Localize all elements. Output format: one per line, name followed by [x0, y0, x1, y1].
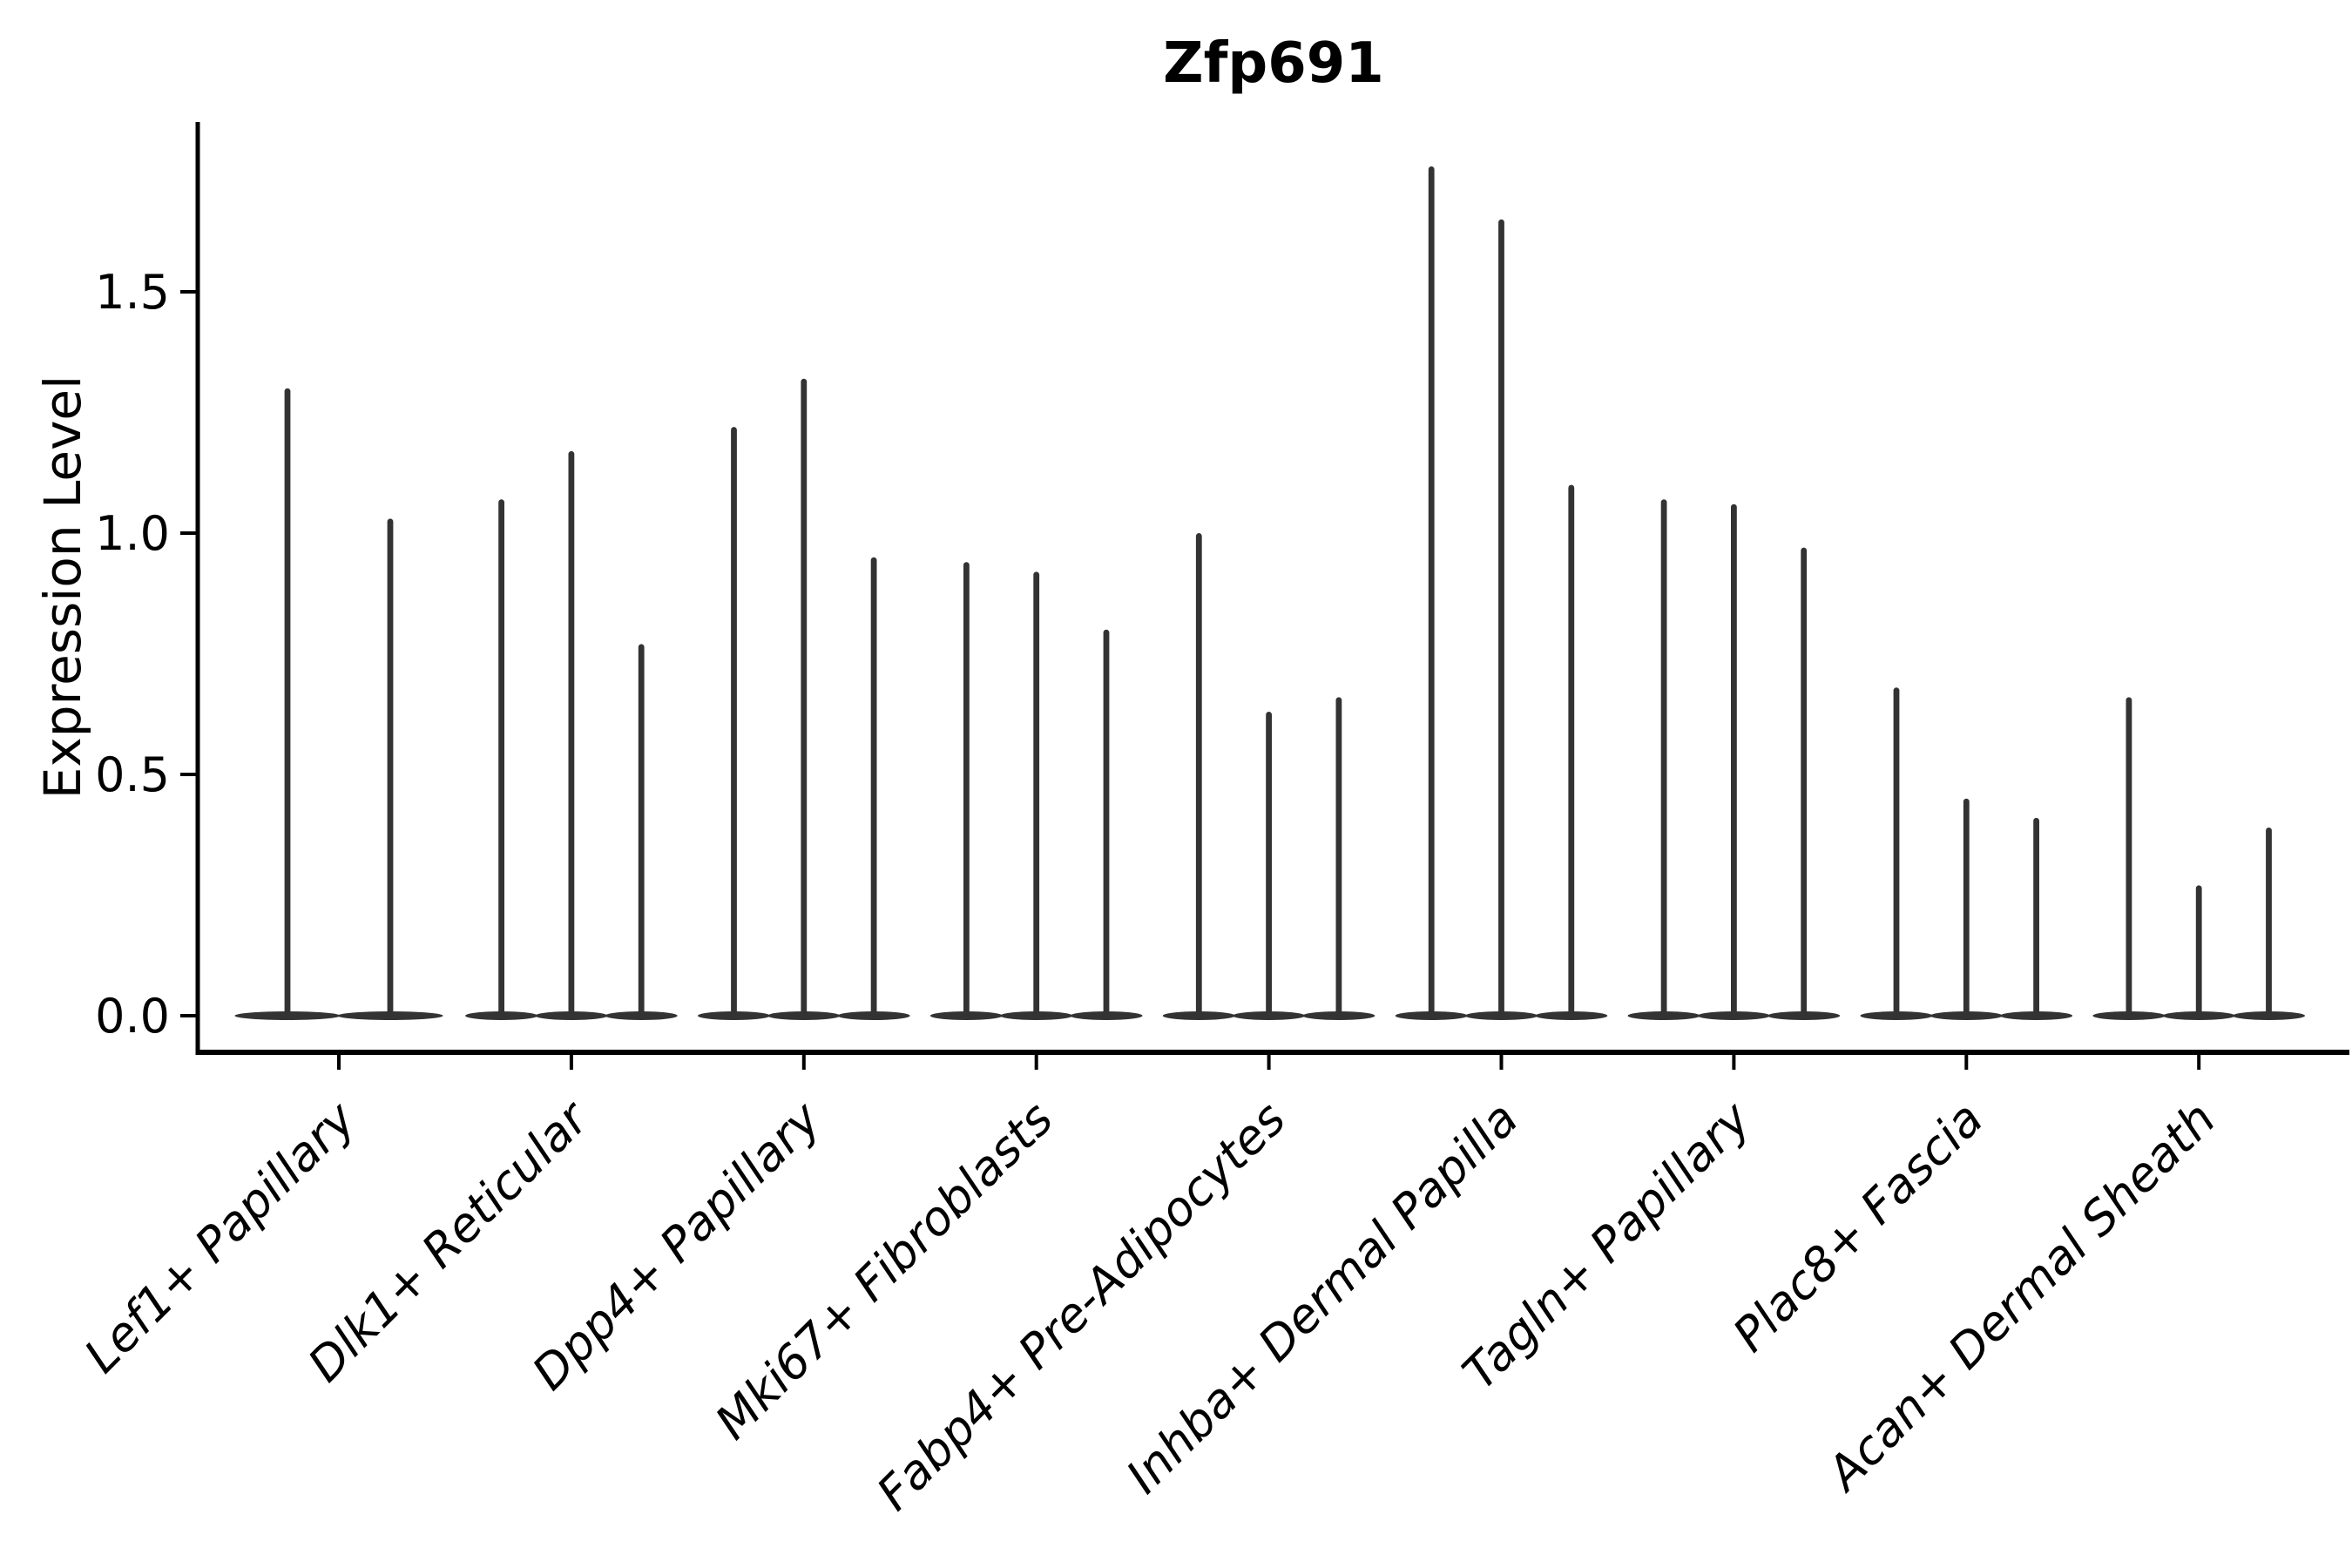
y-tick-label: 1.5: [95, 265, 170, 320]
y-tick-label: 1.0: [95, 506, 170, 561]
violin-spike: [2126, 697, 2132, 1018]
y-tick-label: 0.0: [95, 989, 170, 1044]
chart-title: Zfp691: [1163, 31, 1384, 96]
violin-spike: [801, 378, 808, 1019]
violin-spike: [387, 518, 394, 1018]
violin-spike: [638, 644, 645, 1018]
violin-spike: [568, 450, 575, 1018]
y-tick-label: 0.5: [95, 747, 170, 802]
violin-spike: [1033, 571, 1040, 1018]
violin-spike: [2266, 827, 2272, 1018]
violin-spike: [2033, 817, 2039, 1018]
violin-spike: [284, 388, 291, 1018]
violin-spike: [1568, 484, 1575, 1018]
violin-spike: [1893, 687, 1900, 1018]
violin-spike: [1498, 219, 1504, 1018]
violin-spike: [1195, 533, 1202, 1018]
violin-spike: [870, 557, 877, 1018]
x-tick-label: Inhba+ Dermal Papilla: [1116, 1092, 1529, 1504]
x-tick-label: Fabp4+ Pre-Adipocytes: [866, 1092, 1295, 1521]
x-tick-label: Acan+ Dermal Sheath: [1815, 1092, 2226, 1503]
violin-spike: [2195, 885, 2202, 1018]
violin-spike: [963, 562, 970, 1018]
violin-spike: [1801, 547, 1808, 1018]
violin-spike: [731, 427, 737, 1018]
violin-spike: [1266, 711, 1272, 1018]
violin-spike: [1963, 798, 1970, 1018]
violin-spike: [1660, 499, 1667, 1018]
violin-spike: [1103, 629, 1110, 1018]
x-tick-label: Plac8+ Fascia: [1722, 1092, 1993, 1362]
violin-spike: [1731, 504, 1737, 1018]
violin-spike: [1335, 697, 1342, 1018]
violin-spike: [498, 499, 504, 1018]
violin-spike: [1428, 166, 1435, 1018]
